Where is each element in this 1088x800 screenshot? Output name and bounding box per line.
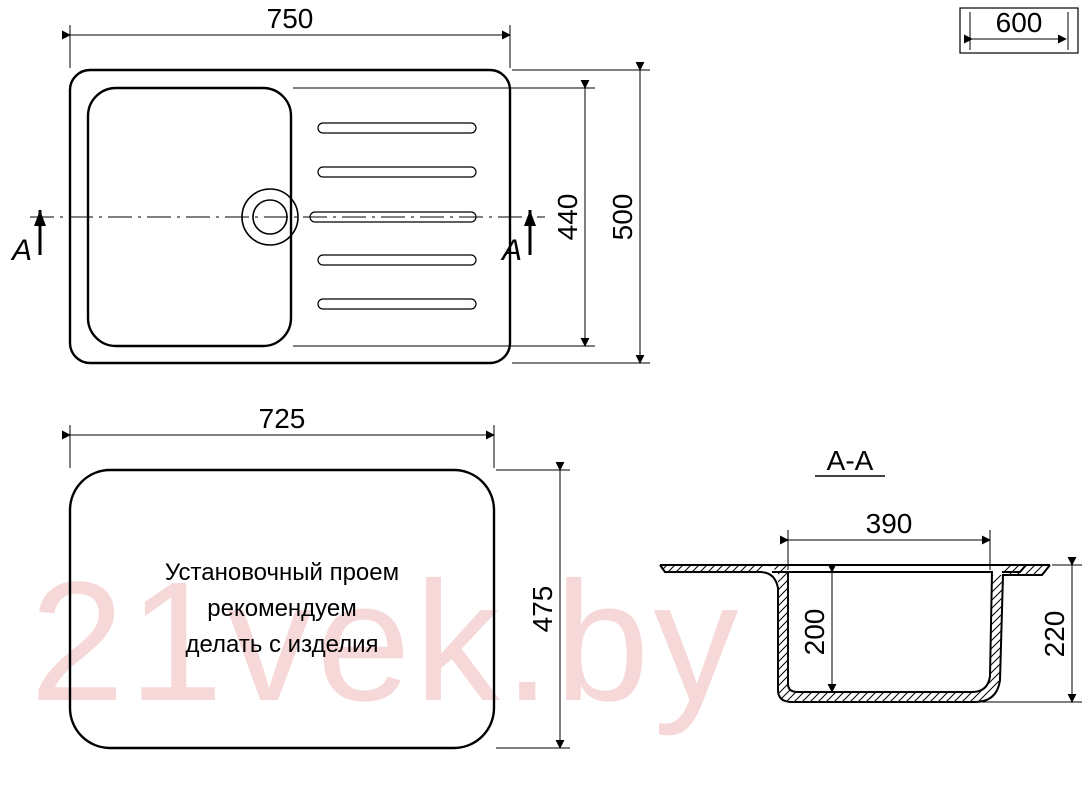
dim-390-label: 390 xyxy=(866,508,913,539)
dim-750-label: 750 xyxy=(267,3,314,34)
section-marker-left: А xyxy=(10,210,46,267)
dim-440-label: 440 xyxy=(552,194,583,241)
note-line-1: Установочный проем xyxy=(165,559,399,586)
dim-500-label: 500 xyxy=(607,194,638,241)
svg-text:А: А xyxy=(10,234,32,267)
dim-600-label: 600 xyxy=(996,7,1043,38)
dim-725: 725 xyxy=(70,403,494,468)
section-title: А-А xyxy=(827,445,874,476)
section-marker-right: А xyxy=(500,210,536,267)
top-view xyxy=(30,70,545,363)
svg-text:А: А xyxy=(500,234,522,267)
corner-box: 600 xyxy=(960,7,1078,53)
technical-drawing: 21vek.by 750 500 xyxy=(0,0,1088,800)
dim-200-label: 200 xyxy=(799,609,830,656)
dim-475-label: 475 xyxy=(527,586,558,633)
note-line-3: делать с изделия xyxy=(185,631,378,658)
dim-750: 750 xyxy=(70,3,510,68)
note-line-2: рекомендуем xyxy=(207,595,357,622)
dim-200: 200 xyxy=(790,572,842,692)
drainer-grooves xyxy=(310,123,476,309)
dim-220-label: 220 xyxy=(1039,611,1070,658)
dim-390: 390 xyxy=(788,508,990,570)
dim-725-label: 725 xyxy=(259,403,306,434)
